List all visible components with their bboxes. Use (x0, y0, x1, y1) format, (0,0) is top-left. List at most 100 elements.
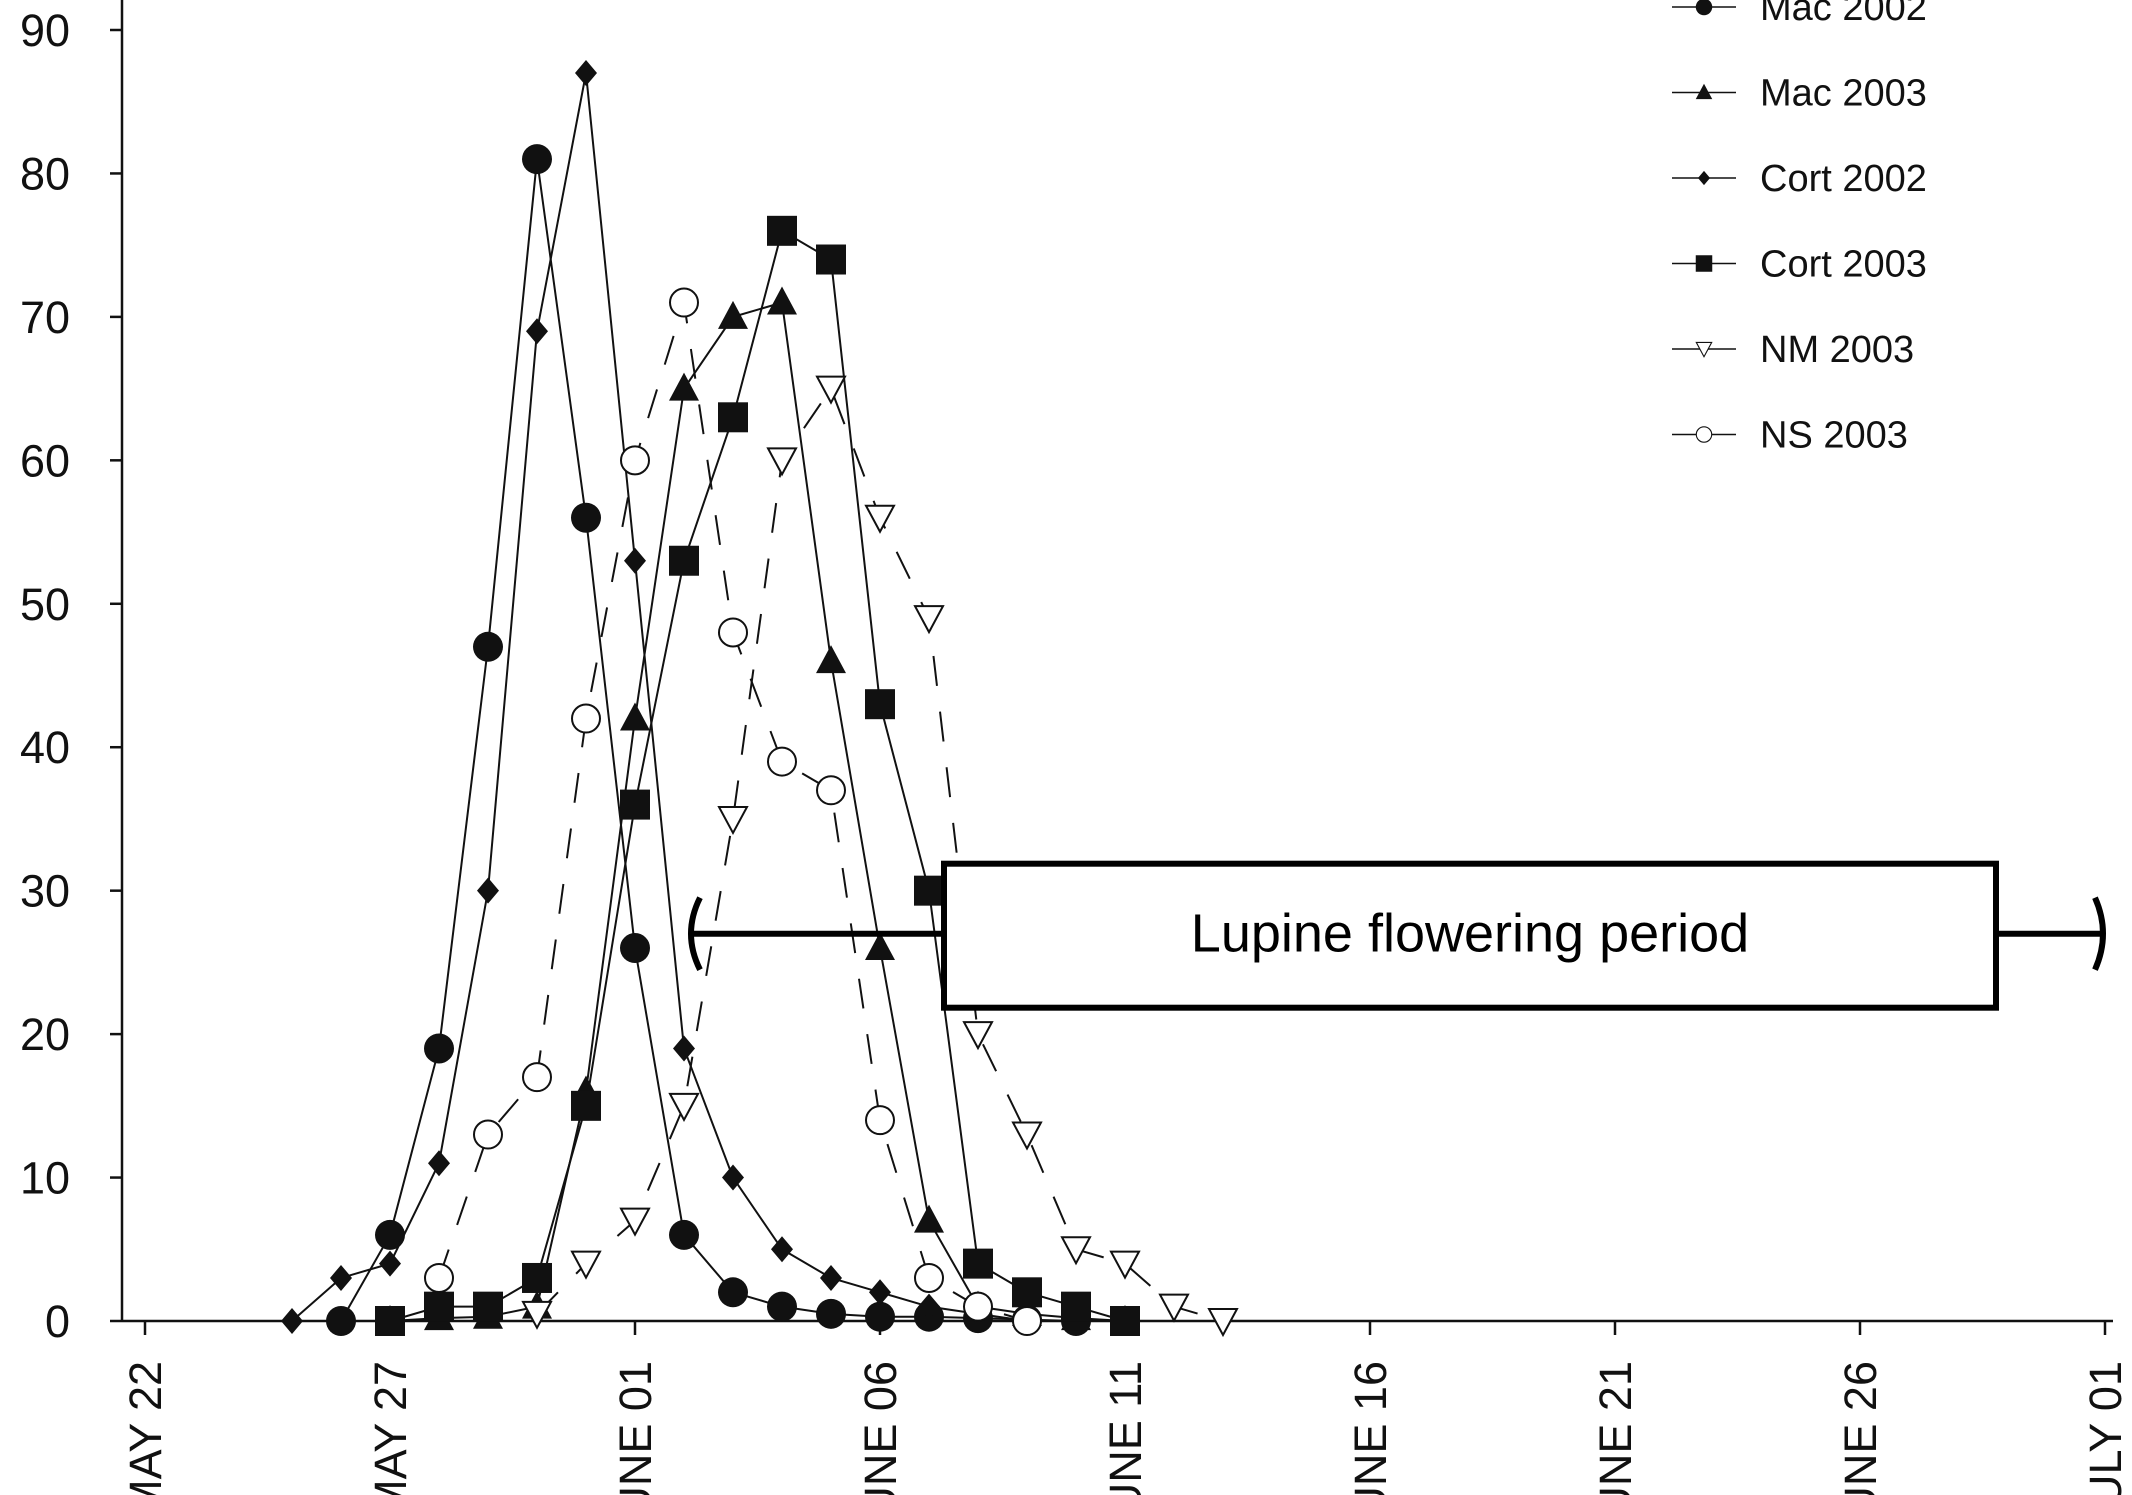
data-point (375, 1219, 405, 1250)
data-point (816, 1298, 846, 1329)
data-point (375, 1306, 405, 1336)
data-point (379, 1250, 401, 1277)
data-point (473, 631, 503, 662)
data-point (1012, 1277, 1042, 1308)
legend-label: Mac 2002 (1760, 0, 1927, 29)
data-point (918, 1293, 940, 1320)
x-tick-label: JUNE 01 (610, 1361, 661, 1495)
data-point (815, 375, 847, 405)
data-point (624, 547, 646, 574)
annotation-label: Lupine flowering period (1191, 904, 1749, 964)
series-cort-2003 (375, 215, 1140, 1336)
legend-label: Mac 2003 (1760, 73, 1927, 115)
legend-label: NS 2003 (1760, 415, 1908, 457)
data-point (864, 504, 896, 534)
data-point (767, 746, 797, 777)
axes: 0 10 20 30 40 50 60 70 80 90 MAY 22 MAY 27 JUNE 01 JU… (20, 0, 2131, 1495)
legend-item: NM 2003 (1672, 329, 1914, 371)
data-point (865, 689, 895, 720)
data-point (913, 605, 945, 635)
data-point (1012, 1306, 1042, 1336)
data-point (522, 1062, 552, 1093)
legend-marker (1695, 83, 1713, 100)
series-nm-2003 (521, 375, 1239, 1338)
legend-marker (1695, 0, 1713, 16)
data-point (1060, 1236, 1092, 1266)
series-layer (281, 60, 1239, 1338)
annotation-box (941, 860, 1999, 1011)
data-point (571, 703, 601, 734)
x-tick-label: JUNE 21 (1590, 1361, 1641, 1495)
y-tick-label: 70 (20, 292, 70, 343)
legend-label: NM 2003 (1760, 329, 1914, 371)
data-point (722, 1164, 744, 1191)
data-point (326, 1306, 356, 1336)
data-point (816, 244, 846, 275)
legend-item: Cort 2003 (1672, 244, 1927, 286)
x-tick-label: JUNE 11 (1100, 1361, 1151, 1495)
legend-marker (1695, 255, 1713, 272)
data-point (1109, 1250, 1141, 1280)
legend-label: Cort 2003 (1760, 244, 1927, 286)
data-point (717, 805, 749, 836)
data-point (570, 1250, 602, 1280)
data-point (865, 932, 895, 961)
data-point (914, 875, 944, 906)
data-point (477, 877, 499, 904)
data-point (521, 1300, 553, 1330)
data-point (526, 318, 548, 345)
legend-marker (1695, 341, 1713, 358)
data-point (571, 502, 601, 533)
data-point (914, 1204, 944, 1233)
data-point (869, 1279, 891, 1306)
data-point (962, 1021, 994, 1051)
data-point (620, 702, 650, 731)
data-point (424, 1262, 454, 1293)
y-tick-label: 40 (20, 722, 70, 773)
data-point (820, 1264, 842, 1291)
data-point (963, 1248, 993, 1279)
legend-item: Cort 2002 (1672, 158, 1927, 200)
legend-item: NS 2003 (1672, 415, 1908, 457)
data-point (473, 1119, 503, 1150)
data-point (718, 1277, 748, 1308)
data-point (718, 617, 748, 648)
data-point (766, 447, 798, 477)
series-line (291, 72, 1028, 1322)
series-line (389, 229, 1126, 1322)
data-point (1158, 1293, 1190, 1323)
data-point (620, 933, 650, 964)
data-point (669, 372, 699, 401)
legend-marker (1697, 170, 1711, 186)
legend-item: Mac 2002 (1672, 0, 1927, 29)
y-tick-label: 10 (20, 1153, 70, 1204)
y-tick-label: 20 (20, 1009, 70, 1060)
series-line (340, 158, 1077, 1322)
annotation-bracket-left (688, 896, 703, 972)
data-point (816, 775, 846, 806)
data-point (428, 1150, 450, 1177)
data-point (669, 1219, 699, 1250)
x-tick-label: MAY 27 (365, 1361, 416, 1495)
data-point (620, 789, 650, 820)
data-point (522, 144, 552, 175)
data-point (330, 1264, 352, 1291)
data-point (619, 1207, 651, 1237)
data-point (767, 215, 797, 246)
y-tick-label: 30 (20, 866, 70, 917)
series-ns-2003 (424, 287, 1042, 1336)
x-tick-label: JUNE 26 (1835, 1361, 1886, 1495)
data-point (767, 286, 797, 315)
data-point (669, 287, 699, 318)
data-point (1011, 1121, 1043, 1151)
y-tick-label: 80 (20, 148, 70, 199)
annotation-bracket-right (2092, 896, 2106, 971)
data-point (424, 1291, 454, 1322)
data-point (1061, 1291, 1091, 1322)
data-point (718, 402, 748, 433)
legend-label: Cort 2002 (1760, 158, 1927, 200)
data-point (771, 1236, 793, 1263)
data-point (1207, 1308, 1239, 1338)
x-tick-label: MAY 22 (120, 1361, 171, 1495)
